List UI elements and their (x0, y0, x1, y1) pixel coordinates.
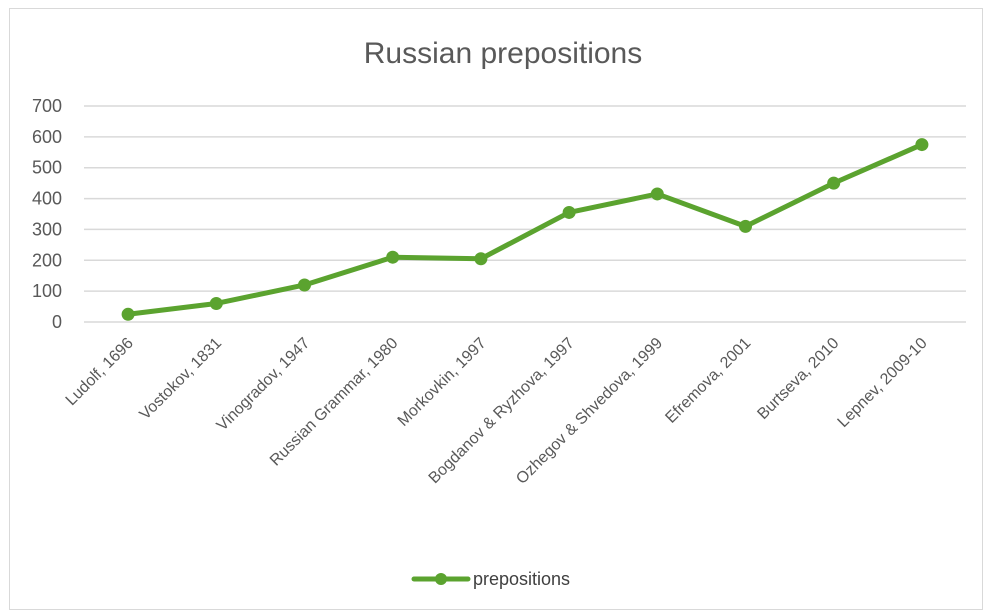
series-layer (121, 138, 929, 321)
x-tick-label: Efremova, 2001 (662, 335, 754, 427)
data-point (121, 307, 135, 321)
data-point (386, 250, 400, 264)
data-point (650, 187, 664, 201)
y-tick-label: 100 (32, 281, 62, 301)
y-tick-label: 400 (32, 189, 62, 209)
data-point (739, 219, 752, 233)
x-tick-label: Bogdanov & Ryzhova, 1997 (426, 335, 578, 487)
data-point (827, 176, 841, 190)
chart-title: Russian prepositions (364, 37, 642, 70)
series-line (125, 142, 925, 317)
y-tick-label: 200 (32, 250, 62, 270)
data-point (298, 278, 311, 292)
legend: prepositions (411, 569, 570, 589)
legend-dot-marker (435, 573, 447, 585)
y-axis-ticks: 0 100 200 300 400 500 600 700 (32, 96, 62, 332)
x-tick-label: Ozhegov & Shvedova, 1999 (513, 335, 666, 488)
y-tick-label: 0 (52, 312, 62, 332)
x-tick-label: Vostokov, 1831 (137, 335, 226, 424)
y-tick-label: 600 (32, 127, 62, 147)
x-tick-label: Vinogradov, 1947 (214, 335, 314, 435)
y-tick-label: 300 (32, 219, 62, 239)
y-tick-label: 500 (32, 158, 62, 178)
data-point (209, 296, 223, 310)
x-tick-label: Morkovkin, 1997 (395, 335, 490, 430)
y-tick-label: 700 (32, 96, 62, 116)
x-tick-label: Burtseva, 2010 (754, 335, 842, 423)
data-point (915, 138, 929, 152)
gridlines (84, 105, 966, 323)
data-point (562, 205, 576, 219)
x-tick-label: Lepnev, 2009-10 (835, 335, 931, 431)
data-point (474, 252, 488, 266)
legend-label: prepositions (473, 569, 570, 589)
x-tick-label: Ludolf, 1696 (63, 335, 137, 409)
